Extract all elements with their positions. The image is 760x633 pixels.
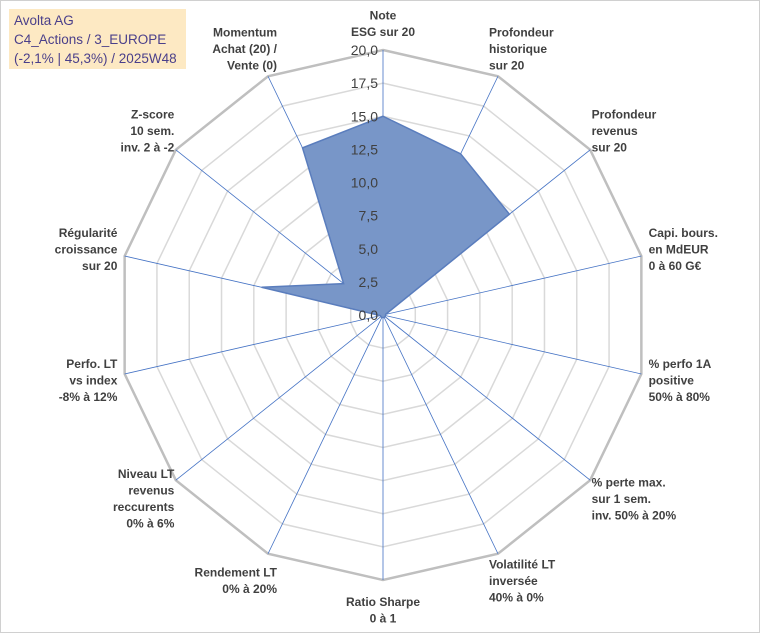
radar-spoke xyxy=(382,314,642,375)
axis-label: Note ESG sur 20 xyxy=(351,9,415,40)
tick-label: 0,0 xyxy=(359,307,379,323)
radar-spoke xyxy=(382,314,499,554)
radar-spoke xyxy=(382,255,642,316)
tick-label: 7,5 xyxy=(359,208,379,224)
radar-spoke xyxy=(267,314,384,554)
axis-label: Profondeur revenus sur 20 xyxy=(592,108,657,155)
axis-label: Momentum Achat (20) / Vente (0) xyxy=(212,26,277,73)
axis-label: Profondeur historique sur 20 xyxy=(489,26,554,73)
tick-label: 2,5 xyxy=(359,274,379,290)
axis-label: Rendement LT 0% à 20% xyxy=(195,566,278,597)
axis-label: Volatilité LT inversée 40% à 0% xyxy=(489,557,556,604)
company-name: Avolta AG xyxy=(14,13,74,28)
performance-week-label: (-2,1% | 45,3%) / 2025W48 xyxy=(14,51,177,66)
tick-label: 12,5 xyxy=(351,141,378,157)
axis-label: Régularité croissance sur 20 xyxy=(55,226,118,273)
radar-spoke xyxy=(175,314,384,481)
tick-label: 20,0 xyxy=(351,42,378,58)
radar-spoke xyxy=(124,314,384,375)
axis-label: % perfo 1A positive 50% à 80% xyxy=(649,357,712,404)
category-label: C4_Actions / 3_EUROPE xyxy=(14,32,167,47)
tick-label: 17,5 xyxy=(351,75,378,91)
chart-title-box: Avolta AG C4_Actions / 3_EUROPE (-2,1% |… xyxy=(9,9,186,69)
radar-spoke xyxy=(382,314,591,481)
axis-label: Z-score 10 sem. inv. 2 à -2 xyxy=(121,108,175,155)
tick-label: 5,0 xyxy=(359,241,379,257)
axis-label: Capi. bours. en MdEUR 0 à 60 G€ xyxy=(649,226,718,273)
axis-label: Ratio Sharpe 0 à 1 xyxy=(346,595,420,626)
tick-label: 15,0 xyxy=(351,108,378,124)
tick-label: 10,0 xyxy=(351,175,378,191)
axis-label: % perte max. sur 1 sem. inv. 50% à 20% xyxy=(592,475,677,522)
axis-label: Perfo. LT vs index -8% à 12% xyxy=(59,357,118,404)
axis-label: Niveau LT revenus reccurents 0% à 6% xyxy=(113,467,175,531)
radar-data-area xyxy=(261,115,511,319)
